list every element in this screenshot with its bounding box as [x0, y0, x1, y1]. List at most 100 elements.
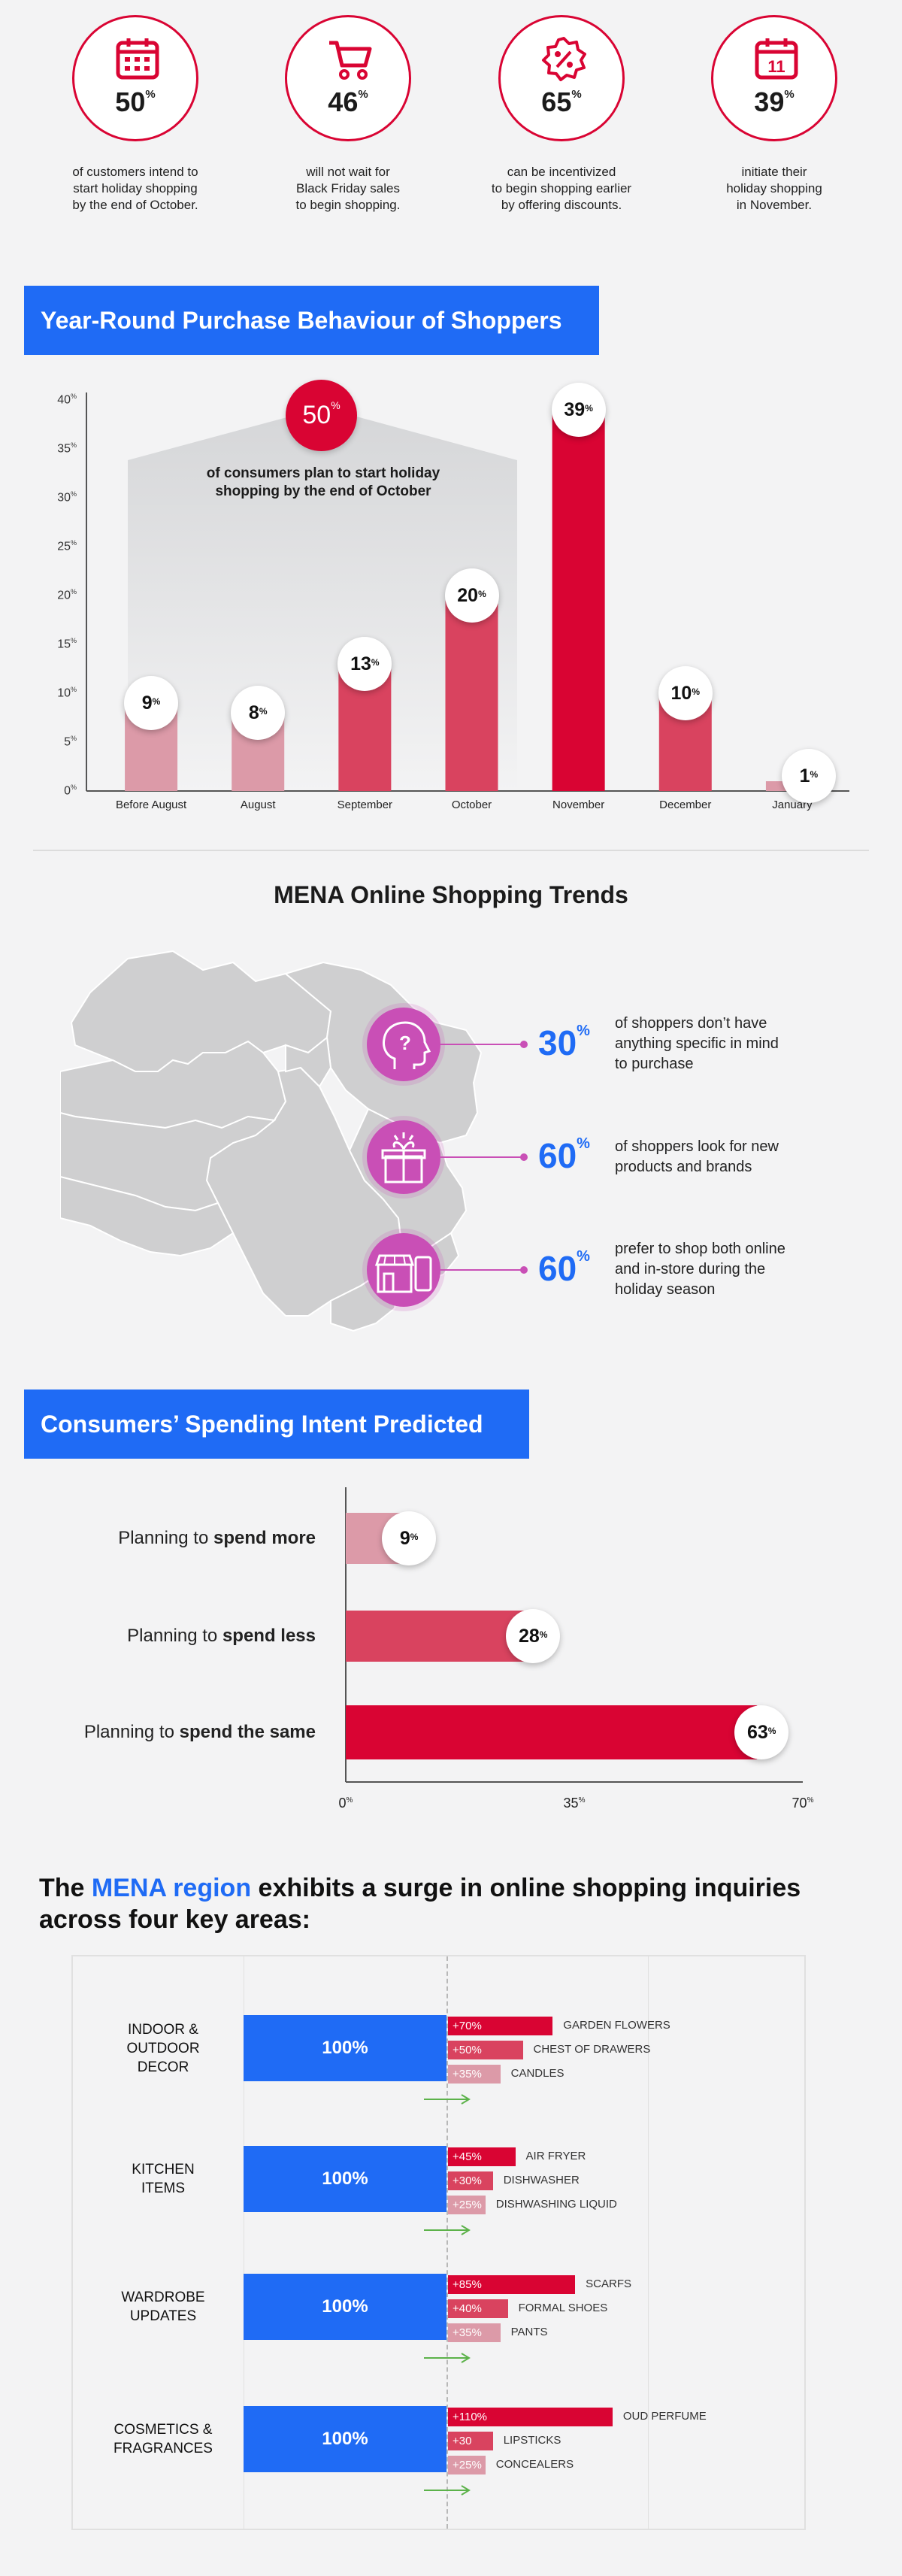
connector-line	[440, 1269, 525, 1271]
x-tick-label: August	[240, 799, 276, 811]
data-label-unit: %	[767, 1726, 776, 1736]
trend-text: of shoppers look for new products and bra…	[615, 1137, 833, 1177]
trend-value: 60%	[538, 1135, 590, 1176]
stat-caption: will not wait for Black Friday sales to be…	[250, 164, 446, 214]
category-label: INDOOR & OUTDOOR DECOR	[88, 2020, 238, 2077]
data-label-value: 39	[564, 399, 586, 420]
data-label-value: 63	[746, 1721, 768, 1743]
y-tick-value: 30	[57, 491, 71, 505]
stat-value: 46%	[287, 86, 409, 118]
stat-number: 46	[328, 86, 359, 117]
y-tick-unit: %	[70, 735, 77, 742]
category-label-line: INDOOR &	[128, 2021, 198, 2038]
x-tick-label: November	[552, 799, 605, 811]
data-label-unit: %	[692, 686, 701, 697]
trend-text-line: products and brands	[615, 1159, 752, 1175]
y-tick-unit: %	[70, 686, 77, 693]
callout-bracket	[128, 408, 517, 791]
data-label: 39%	[551, 383, 606, 437]
bar: +25%	[448, 2456, 486, 2474]
trend-icon-circle	[367, 1120, 440, 1194]
bar: +50%	[448, 2041, 523, 2059]
bar: +35%	[448, 2323, 501, 2342]
data-label: 20%	[444, 568, 499, 623]
connector-dot	[520, 1266, 528, 1274]
stat-card: 46% will not wait for Black Friday sales to…	[250, 15, 446, 214]
data-label-value: 1	[799, 765, 810, 786]
stat-card: 50% of customers intend to start holiday s…	[38, 15, 233, 214]
stat-caption-line: holiday shopping	[726, 181, 822, 195]
growth-arrow-icon	[424, 2353, 471, 2363]
trend-text: of shoppers don’t have anything specific …	[615, 1014, 833, 1074]
data-label-value: 9	[141, 692, 153, 714]
stat-unit: %	[784, 88, 795, 101]
svg-text:?: ?	[399, 1032, 411, 1054]
data-label-unit: %	[810, 769, 819, 780]
data-label-value: 28	[518, 1625, 540, 1647]
bar: +35%	[448, 2065, 501, 2084]
trend-text-line: of shoppers look for new	[615, 1138, 779, 1155]
data-label: 1%	[781, 749, 836, 803]
y-tick-label: 0%	[30, 783, 77, 798]
store-phone-icon	[374, 1254, 432, 1293]
trend-number: 30	[538, 1023, 577, 1062]
x-tick-label: January	[772, 799, 813, 811]
stat-caption-line: to begin shopping.	[295, 198, 401, 212]
x-tick-unit: %	[807, 1796, 814, 1805]
y-tick-label: 10%	[30, 686, 77, 700]
category-label-prefix: Planning to	[118, 1528, 213, 1548]
stat-value: 65%	[501, 86, 622, 118]
category-label-bold: spend the same	[179, 1722, 316, 1742]
y-tick-label: 15%	[30, 637, 77, 651]
y-tick-label: 25%	[30, 539, 77, 553]
category-label-line: ITEMS	[141, 2181, 186, 2196]
stat-value: 50%	[74, 86, 196, 118]
connector-dot	[520, 1153, 528, 1161]
calendar-icon	[116, 38, 159, 80]
y-tick-value: 35	[57, 442, 71, 456]
stat-circle: 50%	[72, 15, 198, 141]
bar: +30%	[448, 2171, 493, 2190]
trend-number: 60	[538, 1136, 577, 1175]
category-label: Planning to spend more	[45, 1528, 316, 1549]
section-title: Year-Round Purchase Behaviour of Shopper…	[41, 306, 562, 334]
item-label: CHEST OF DRAWERS	[533, 2043, 651, 2056]
baseline-bar: 100%	[244, 2146, 446, 2212]
data-label: 63%	[734, 1705, 789, 1759]
item-label: SCARFS	[586, 2277, 631, 2290]
category-label-line: KITCHEN	[132, 2162, 195, 2177]
divider	[33, 850, 869, 851]
stat-card: 11 39% initiate their holiday shopping in No…	[676, 15, 872, 214]
category-label-line: FRAGRANCES	[114, 2441, 213, 2456]
stat-caption: of customers intend to start holiday shop…	[38, 164, 233, 214]
stat-caption: initiate their holiday shopping in Novembe…	[676, 164, 872, 214]
stat-value: 39%	[713, 86, 835, 118]
stat-circle: 46%	[285, 15, 411, 141]
bar	[552, 410, 605, 791]
stat-unit: %	[145, 88, 156, 101]
x-tick-label: September	[337, 799, 393, 811]
stat-unit: %	[358, 88, 368, 101]
purchase-behaviour-chart: 50% of consumers plan to start holiday s…	[0, 376, 902, 827]
callout-text: of consumers plan to start holiday shopp…	[206, 465, 440, 499]
y-tick-label: 30%	[30, 490, 77, 505]
stat-unit: %	[571, 88, 582, 101]
category-label: Planning to spend the same	[45, 1722, 316, 1743]
x-tick-label: Before August	[115, 799, 187, 811]
item-label: LIPSTICKS	[503, 2434, 561, 2447]
y-tick-unit: %	[70, 637, 77, 644]
baseline-bar: 100%	[244, 2274, 446, 2340]
item-label: PANTS	[510, 2326, 548, 2338]
item-label: CANDLES	[510, 2067, 565, 2080]
mena-map	[59, 940, 511, 1338]
trend-icon-circle	[367, 1233, 440, 1307]
x-tick-value: 35	[563, 1796, 579, 1811]
category-label-line: WARDROBE	[121, 2290, 205, 2305]
stat-caption-line: by offering discounts.	[501, 198, 622, 212]
cart-icon	[329, 41, 372, 80]
data-label-value: 20	[457, 584, 479, 606]
key-areas-chart: INDOOR & OUTDOOR DECOR 100% +70% GARDEN FLOWE…	[71, 1955, 806, 2530]
stat-caption-line: of customers intend to	[72, 165, 198, 179]
y-tick-label: 5%	[30, 735, 77, 749]
mena-map-svg	[59, 950, 483, 1332]
